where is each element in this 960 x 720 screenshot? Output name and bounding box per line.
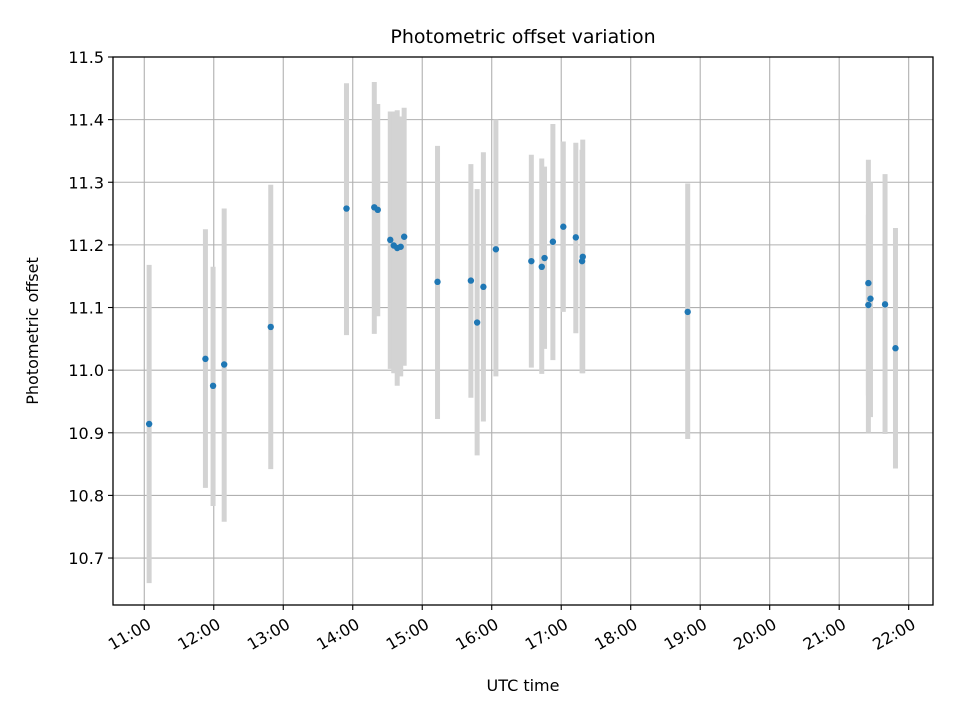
x-axis-title: UTC time <box>487 676 560 695</box>
y-tick-label: 11.3 <box>68 173 104 192</box>
data-point <box>578 257 586 265</box>
y-tick-label: 10.7 <box>68 549 104 568</box>
data-point <box>892 345 899 352</box>
data-point <box>267 323 274 331</box>
y-tick-label: 11.1 <box>68 299 104 318</box>
y-tick-label: 11.4 <box>68 111 104 130</box>
data-point <box>202 355 209 363</box>
data-point <box>145 420 153 428</box>
data-point <box>560 223 567 230</box>
data-point <box>538 263 545 271</box>
chart-title: Photometric offset variation <box>390 26 655 48</box>
y-tick-label: 11.5 <box>68 48 104 67</box>
data-points <box>145 204 899 428</box>
y-axis-ticks: 10.7 10.8 10.9 11.0 11.1 11.2 11.3 11.4 11.5 <box>68 48 113 568</box>
grid-lines <box>113 56 933 605</box>
plot-frame <box>112 56 934 606</box>
data-point <box>434 278 441 286</box>
data-point <box>492 246 500 253</box>
data-point <box>400 233 408 240</box>
data-point <box>343 205 350 212</box>
data-point <box>209 382 217 389</box>
data-point <box>397 243 404 250</box>
data-point <box>865 279 872 287</box>
data-point <box>549 238 557 245</box>
y-axis-title: Photometric offset <box>23 257 42 405</box>
data-point <box>220 361 228 368</box>
data-point <box>881 301 889 308</box>
data-point <box>867 295 874 302</box>
data-point <box>541 254 548 262</box>
y-tick-label: 10.8 <box>68 486 104 505</box>
data-point <box>480 283 487 291</box>
y-tick-label: 11.2 <box>68 236 104 255</box>
y-tick-label: 10.9 <box>68 424 104 443</box>
data-point <box>467 277 475 284</box>
data-point <box>572 234 580 241</box>
data-point <box>865 301 872 309</box>
data-point <box>387 236 394 244</box>
data-point <box>473 319 481 326</box>
data-point <box>684 308 691 316</box>
data-point <box>374 206 381 214</box>
y-tick-label: 11.0 <box>68 361 104 380</box>
data-point <box>528 257 535 265</box>
